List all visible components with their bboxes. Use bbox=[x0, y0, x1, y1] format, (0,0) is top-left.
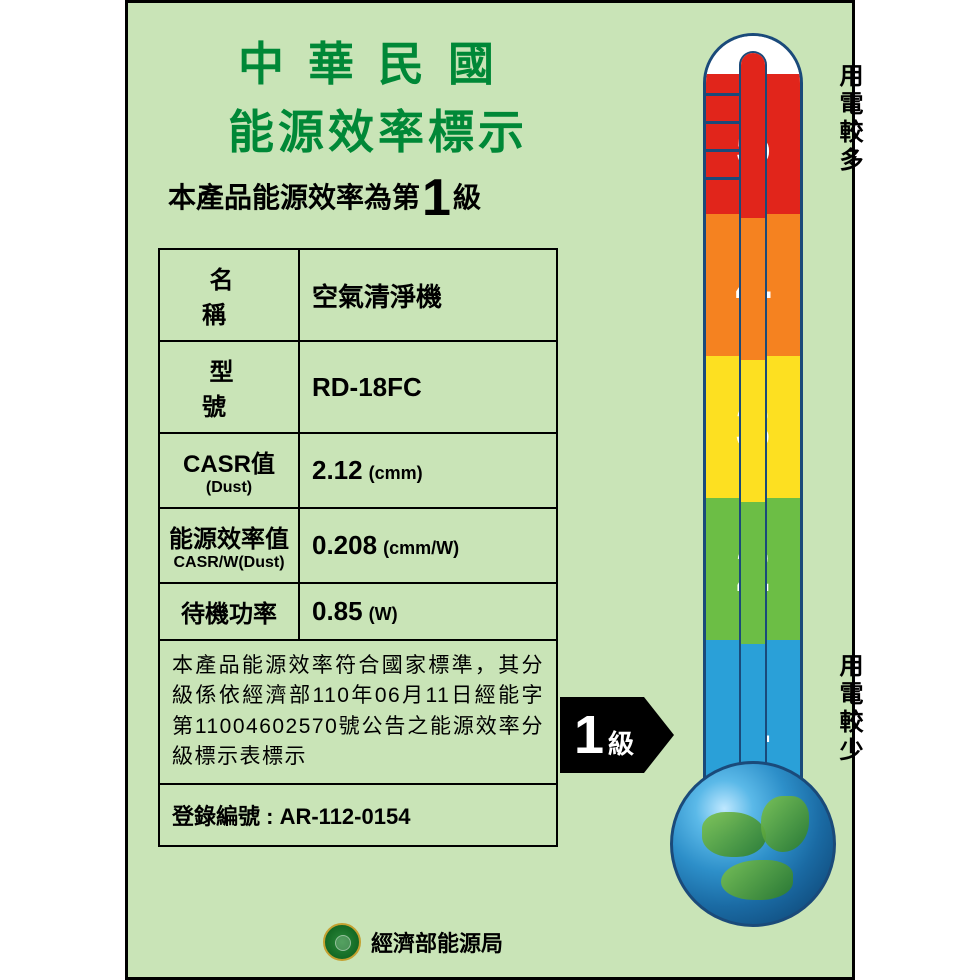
thermo-tick bbox=[706, 177, 739, 180]
table-row: CASR值(Dust)2.12(cmm) bbox=[159, 433, 557, 508]
row-label: 型號 bbox=[159, 341, 299, 433]
footer: 經濟部能源局 bbox=[323, 923, 503, 961]
spec-table: 名稱空氣清淨機型號RD-18FCCASR值(Dust)2.12(cmm)能源效率… bbox=[158, 248, 558, 847]
arrow-grade: 1 bbox=[574, 697, 604, 773]
bureau-seal-icon bbox=[323, 923, 361, 961]
registration-value: AR-112-0154 bbox=[280, 804, 411, 829]
mercury-segment bbox=[741, 218, 765, 360]
grade-statement: 本產品能源效率為第1級 bbox=[168, 168, 481, 228]
table-row: 型號RD-18FC bbox=[159, 341, 557, 433]
thermometer-bulb-globe-icon bbox=[670, 761, 836, 927]
header-line1: 中華民國 bbox=[188, 28, 568, 94]
row-value: 0.208(cmm/W) bbox=[299, 508, 557, 583]
header: 中華民國 能源效率標示 bbox=[188, 28, 568, 162]
row-label: 待機功率 bbox=[159, 583, 299, 640]
label-more-power: 用電較多 bbox=[831, 63, 866, 175]
row-value: 0.85(W) bbox=[299, 583, 557, 640]
table-row: 待機功率0.85(W) bbox=[159, 583, 557, 640]
grade-number: 1 bbox=[422, 169, 451, 227]
table-row: 能源效率值CASR/W(Dust)0.208(cmm/W) bbox=[159, 508, 557, 583]
table-row: 名稱空氣清淨機 bbox=[159, 249, 557, 341]
energy-label-card: 中華民國 能源效率標示 本產品能源效率為第1級 名稱空氣清淨機型號RD-18FC… bbox=[125, 0, 855, 980]
thermo-tick bbox=[706, 149, 739, 152]
mercury-segment bbox=[741, 53, 765, 218]
registration-row: 登錄編號 : AR-112-0154 bbox=[159, 784, 557, 846]
arrow-ji: 級 bbox=[608, 724, 634, 761]
grade-suffix: 級 bbox=[453, 182, 481, 213]
issuing-org: 經濟部能源局 bbox=[371, 926, 503, 958]
thermo-tick bbox=[706, 93, 739, 96]
header-line2: 能源效率標示 bbox=[188, 96, 568, 162]
grade-prefix: 本產品能源效率為第 bbox=[168, 182, 420, 213]
thermo-tick bbox=[706, 121, 739, 124]
row-value: 2.12(cmm) bbox=[299, 433, 557, 508]
label-less-power: 用電較少 bbox=[831, 653, 866, 765]
thermometer-mercury-tube bbox=[739, 51, 767, 793]
compliance-note: 本產品能源效率符合國家標準，其分級係依經濟部110年06月11日經能字第1100… bbox=[159, 640, 557, 784]
arrow-body: 1 級 bbox=[560, 697, 644, 773]
arrow-tip-icon bbox=[644, 697, 674, 773]
registration-label: 登錄編號 : bbox=[172, 804, 273, 829]
row-value: RD-18FC bbox=[299, 341, 557, 433]
row-value: 空氣清淨機 bbox=[299, 249, 557, 341]
grade-arrow: 1 級 bbox=[560, 697, 674, 773]
mercury-segment bbox=[741, 502, 765, 644]
mercury-segment bbox=[741, 360, 765, 502]
row-label: 能源效率值CASR/W(Dust) bbox=[159, 508, 299, 583]
row-label: CASR值(Dust) bbox=[159, 433, 299, 508]
row-label: 名稱 bbox=[159, 249, 299, 341]
thermometer: 54321 bbox=[683, 33, 823, 913]
